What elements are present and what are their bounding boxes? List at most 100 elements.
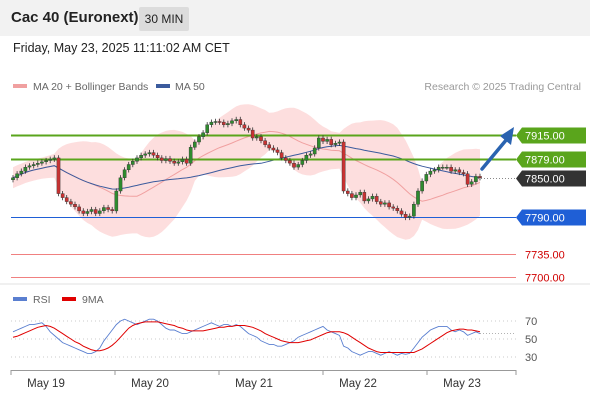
- candle-body-83: [354, 194, 358, 198]
- candle-body-80: [341, 141, 346, 192]
- candle-body-7: [40, 161, 44, 164]
- candle-body-51: [221, 121, 226, 125]
- rsi-ma-legend-label: 9MA: [82, 294, 104, 306]
- candle-body-46: [201, 132, 205, 137]
- level-label-0: 7915.00: [525, 131, 565, 143]
- x-label-4: May 23: [443, 378, 481, 390]
- candle-body-44: [192, 141, 197, 148]
- x-label-0: May 19: [27, 378, 65, 390]
- candle-body-42: [184, 158, 189, 164]
- candle-body-6: [36, 162, 40, 165]
- credit-text: Research © 2025 Trading Central: [424, 81, 581, 93]
- candle-body-41: [180, 158, 185, 162]
- candle-body-97: [412, 203, 416, 217]
- candle-body-71: [304, 154, 309, 161]
- candle-body-113: [478, 176, 482, 178]
- candle-body-48: [209, 121, 214, 125]
- candle-body-1: [15, 173, 19, 179]
- candle-body-86: [366, 198, 371, 202]
- timeframe-button[interactable]: 30 MIN: [139, 7, 189, 31]
- candle-body-104: [441, 166, 445, 169]
- candle-body-61: [263, 140, 267, 145]
- candle-body-2: [19, 170, 24, 174]
- rsi-line: [12, 318, 481, 356]
- candle-body-53: [230, 120, 234, 124]
- candle-body-75: [321, 137, 325, 142]
- candle-body-12: [60, 193, 65, 198]
- candle-body-33: [147, 152, 152, 155]
- rsi-layer: 70 50 30: [11, 316, 537, 364]
- candle-body-102: [432, 169, 437, 172]
- candle-body-50: [217, 121, 222, 123]
- candle-body-105: [445, 166, 449, 169]
- level-label-1: 7879.00: [525, 155, 565, 167]
- candle-body-74: [317, 137, 321, 149]
- ma20-legend-label: MA 20 + Bollinger Bands: [33, 81, 148, 93]
- candle-body-28: [126, 164, 131, 171]
- candle-body-66: [284, 157, 288, 161]
- candle-body-52: [226, 123, 230, 125]
- candle-body-100: [424, 174, 429, 182]
- candle-body-82: [350, 193, 354, 198]
- candle-body-60: [259, 136, 263, 141]
- level-label-4: 7735.00: [525, 250, 565, 262]
- candle-body-73: [312, 147, 317, 155]
- level-label-3: 7790.00: [525, 213, 565, 225]
- candle-body-22: [102, 207, 106, 211]
- candle-body-109: [461, 172, 466, 174]
- rsi-legend-swatch: [13, 297, 27, 301]
- candle-body-34: [151, 152, 156, 156]
- candle-body-29: [130, 160, 135, 165]
- ma20-legend-swatch: [13, 84, 27, 88]
- candle-body-25: [114, 190, 119, 212]
- candle-body-24: [110, 209, 114, 211]
- candle-body-77: [329, 139, 334, 145]
- candle-body-5: [31, 164, 36, 166]
- candle-body-95: [403, 213, 408, 218]
- x-axis-layer: May 19 May 20 May 21 May 22 May 23: [10, 370, 517, 390]
- x-label-2: May 21: [235, 378, 273, 390]
- candle-body-63: [271, 147, 276, 151]
- candle-body-65: [279, 152, 284, 159]
- candle-body-37: [164, 158, 168, 161]
- forecast-arrow-layer: [480, 127, 514, 171]
- candle-body-84: [358, 192, 363, 196]
- rsi-tick-50: 50: [525, 334, 537, 346]
- candle-body-103: [436, 166, 441, 170]
- candle-body-26: [118, 177, 123, 192]
- candle-body-39: [172, 160, 177, 164]
- candle-body-43: [188, 147, 193, 164]
- candle-body-96: [407, 215, 412, 218]
- level-tag-3: [516, 209, 586, 226]
- x-label-3: May 22: [339, 378, 377, 390]
- candle-body-17: [81, 210, 86, 214]
- candle-body-107: [453, 169, 458, 172]
- candle-body-0: [11, 177, 15, 181]
- candle-body-21: [97, 210, 102, 214]
- candle-body-91: [387, 202, 391, 208]
- level-tag-1: [516, 151, 586, 168]
- candle-body-40: [176, 161, 181, 164]
- candle-body-4: [27, 165, 32, 168]
- candle-body-15: [73, 203, 77, 207]
- candle-body-19: [89, 209, 94, 212]
- level-label-2: 7850.00: [525, 174, 565, 186]
- main-legend: MA 20 + Bollinger Bands MA 50 Research ©…: [13, 81, 581, 93]
- candle-body-14: [69, 201, 73, 205]
- rsi-legend-label: RSI: [33, 294, 51, 306]
- candle-body-49: [213, 121, 218, 123]
- candle-body-98: [416, 190, 420, 205]
- candle-body-47: [205, 124, 210, 133]
- header: Cac 40 (Euronext) 30 MIN: [0, 0, 590, 36]
- candle-body-13: [64, 197, 69, 202]
- candle-body-35: [155, 154, 160, 158]
- rsi-ma-legend-swatch: [62, 297, 76, 301]
- bollinger-band: [13, 104, 480, 240]
- candle-body-93: [395, 207, 400, 211]
- candle-body-110: [465, 173, 470, 185]
- candle-body-90: [383, 202, 387, 205]
- timestamp: Friday, May 23, 2025 11:11:02 AM CET: [13, 41, 230, 55]
- candle-body-30: [135, 157, 139, 162]
- rsi-ma-line: [12, 321, 481, 353]
- candle-body-85: [362, 192, 367, 202]
